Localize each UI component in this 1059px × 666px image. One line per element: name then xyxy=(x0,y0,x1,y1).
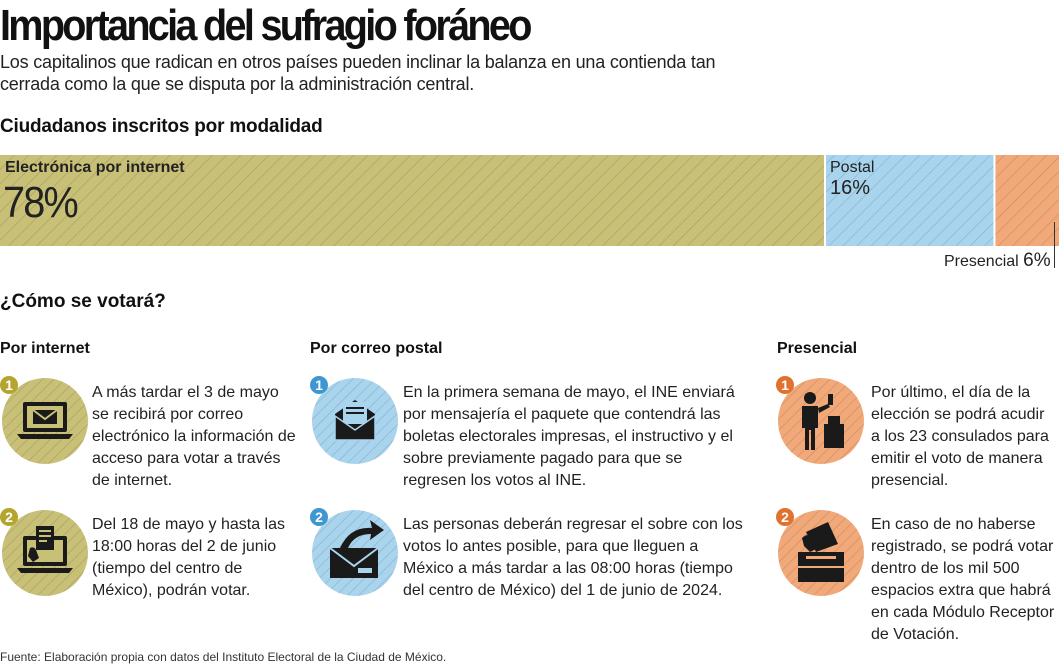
send-envelope-icon: 2 xyxy=(310,508,398,596)
bar-label-internet: Electrónica por internet xyxy=(5,159,185,176)
section-title: ¿Cómo se votará? xyxy=(0,291,166,312)
column-title-internet: Por internet xyxy=(0,340,90,357)
step-text: Del 18 de mayo y hasta las 18:00 horas d… xyxy=(92,516,285,599)
column-title-presencial: Presencial xyxy=(777,340,858,357)
bar-label-presencial: Presencial 6% xyxy=(944,250,1051,272)
bar-label-presencial-text: Presencial xyxy=(944,253,1019,270)
laptop-ballot-icon: 2 xyxy=(0,508,88,596)
presencial-leader-line xyxy=(1054,222,1055,268)
step-badge: 2 xyxy=(315,509,323,525)
ballot-box-icon: 2 xyxy=(776,508,864,596)
bar-value-presencial: 6% xyxy=(1023,250,1051,271)
step-badge: 1 xyxy=(781,377,789,393)
column-title-postal: Por correo postal xyxy=(310,340,443,357)
step-badge: 2 xyxy=(5,509,13,525)
step-text: Por último, el día de la elección se pod… xyxy=(871,384,1049,489)
source-note: Fuente: Elaboración propia con datos del… xyxy=(0,650,447,664)
bar-segment-presencial xyxy=(995,155,1059,246)
page-title: Importancia del sufragio foráneo xyxy=(0,1,532,50)
bar-value-postal: 16% xyxy=(830,177,871,199)
stacked-bar-chart: Electrónica por internet 78% Postal 16% xyxy=(0,155,1059,246)
step-text: En la primera semana de mayo, el INE env… xyxy=(403,384,735,489)
step-text: En caso de no haberse registrado, se pod… xyxy=(871,516,1055,643)
bar-value-internet: 78% xyxy=(3,178,79,227)
subtitle: Los capitalinos que radican en otros paí… xyxy=(0,52,716,94)
person-voting-icon: 1 xyxy=(776,376,864,464)
step-badge: 1 xyxy=(5,377,13,393)
chart-title: Ciudadanos inscritos por modalidad xyxy=(0,116,323,137)
step-badge: 1 xyxy=(315,377,323,393)
open-envelope-icon: 1 xyxy=(310,376,398,464)
step-text: A más tardar el 3 de mayo se recibirá po… xyxy=(92,384,296,489)
laptop-email-icon: 1 xyxy=(0,376,88,464)
bar-segment-internet xyxy=(0,155,825,246)
bar-label-postal: Postal xyxy=(830,159,875,176)
step-badge: 2 xyxy=(781,509,789,525)
step-text: Las personas deberán regresar el sobre c… xyxy=(403,516,743,599)
bar-segment-postal xyxy=(826,155,994,246)
